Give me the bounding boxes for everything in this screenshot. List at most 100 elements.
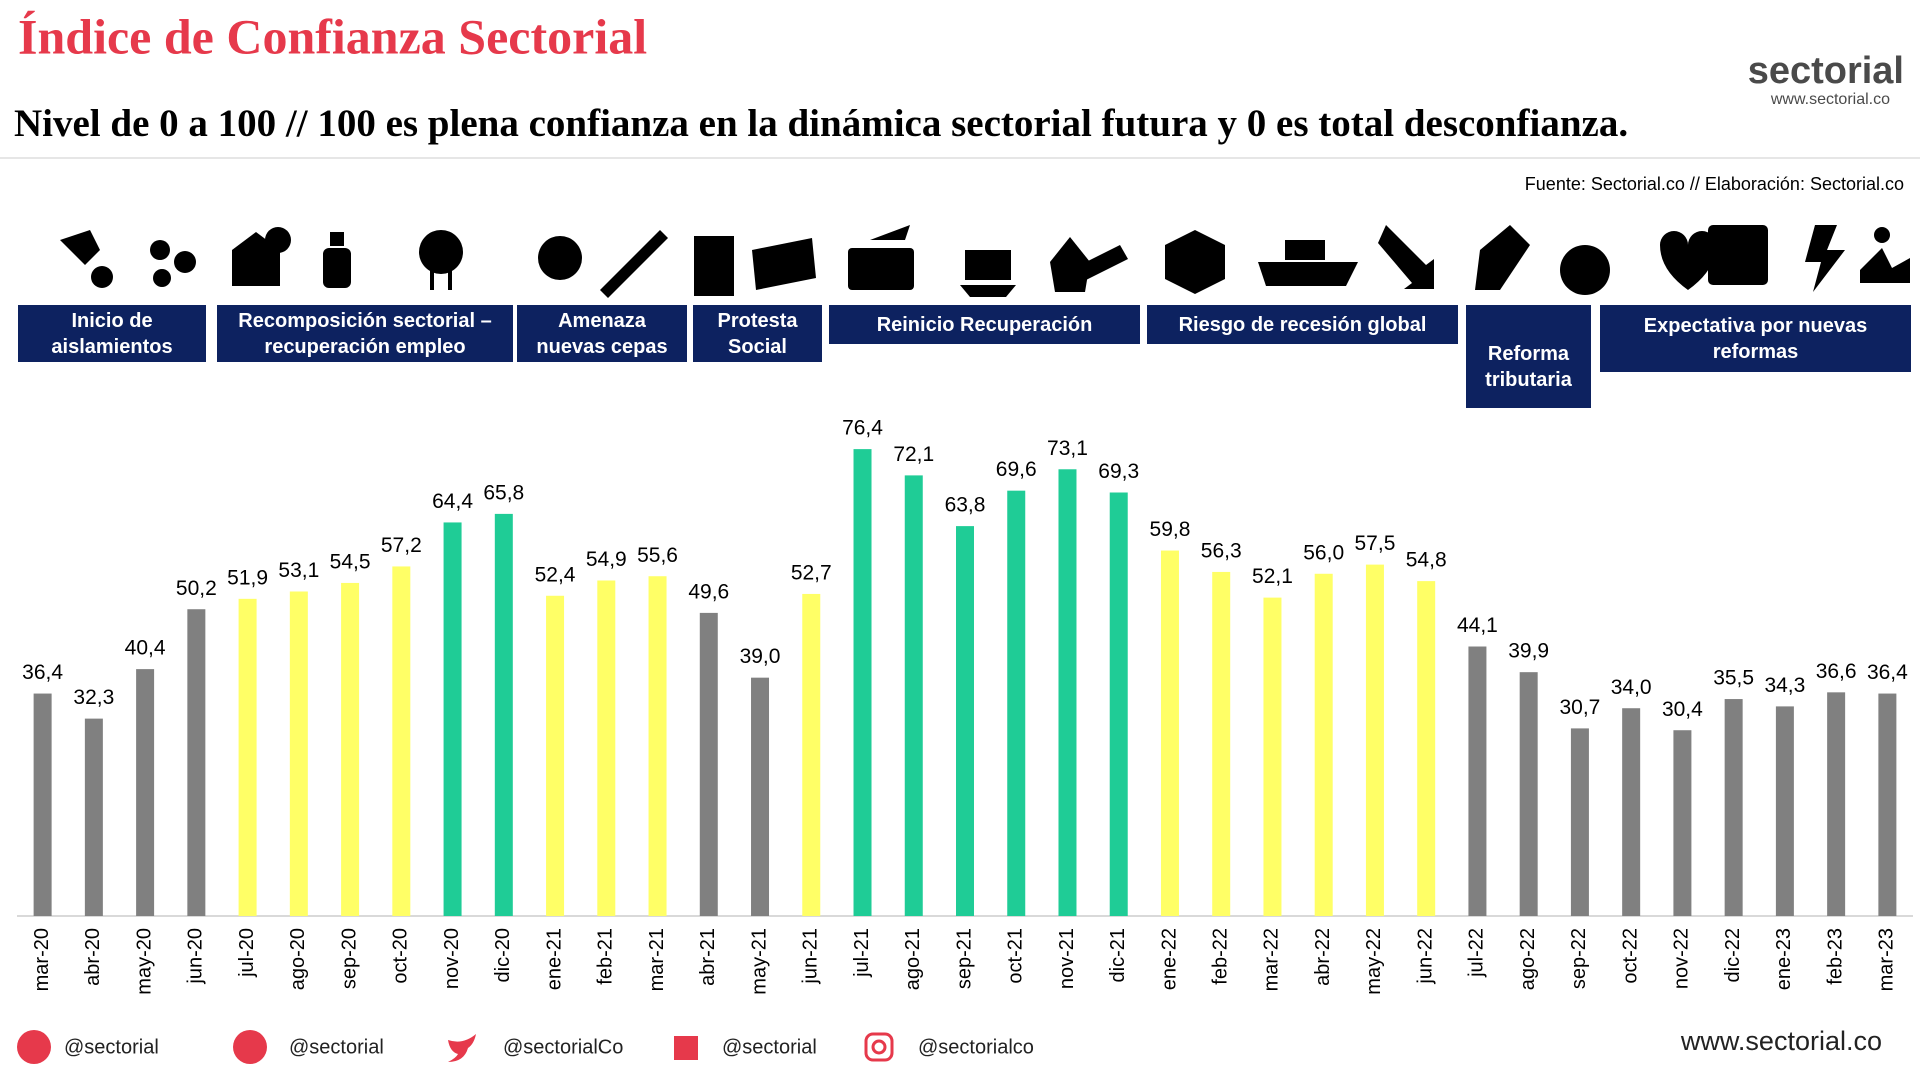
social-handle: @sectorial: [64, 1036, 159, 1058]
x-tick-label: ago-22: [1517, 928, 1539, 990]
bar: [1724, 699, 1743, 916]
bar: [341, 582, 360, 916]
footer: [17, 1030, 894, 1064]
value-label: 49,6: [688, 580, 729, 603]
bar: [1007, 490, 1026, 916]
x-tick-label: ago-20: [287, 928, 309, 990]
x-tick-label: oct-22: [1619, 928, 1641, 984]
x-tick-label: ene-22: [1158, 928, 1180, 990]
event-banner: Riesgo de recesión global: [1147, 305, 1458, 344]
bar: [1570, 728, 1589, 916]
bar: [1622, 708, 1641, 916]
value-label: 32,3: [73, 686, 114, 709]
bar: [238, 598, 257, 916]
x-tick-label: jul-20: [236, 928, 258, 978]
bar: [802, 593, 821, 916]
value-label: 36,4: [22, 661, 63, 684]
event-banner: Amenaza nuevas cepas: [517, 305, 687, 362]
bar: [443, 522, 462, 916]
x-tick-label: dic-21: [1107, 928, 1129, 982]
x-tick-label: jun-20: [185, 928, 207, 985]
value-label: 59,8: [1150, 518, 1191, 541]
bar: [1365, 564, 1384, 916]
bar: [853, 449, 872, 916]
bar: [956, 526, 974, 916]
x-tick-label: dic-20: [492, 928, 514, 982]
bar: [289, 591, 308, 916]
value-label: 53,1: [278, 559, 319, 582]
value-label: 54,5: [330, 550, 371, 573]
value-label: 39,0: [740, 645, 781, 668]
value-label: 73,1: [1047, 437, 1088, 460]
value-label: 39,9: [1508, 640, 1549, 663]
title: Índice de Confianza Sectorial: [18, 8, 647, 64]
x-tick-label: jun-21: [800, 928, 822, 985]
value-label: 63,8: [945, 494, 986, 517]
value-label: 69,3: [1098, 460, 1139, 483]
bar: [1775, 706, 1794, 916]
x-tick-label: abr-21: [697, 928, 719, 986]
x-tick-label: oct-21: [1005, 928, 1027, 984]
event-banner: Inicio de aislamientos: [18, 305, 206, 362]
value-label: 36,4: [1867, 661, 1908, 684]
x-tick-label: feb-21: [595, 928, 617, 985]
bar: [1468, 646, 1487, 916]
source: Fuente: Sectorial.co // Elaboración: Sec…: [1525, 174, 1904, 194]
x-tick-label: nov-21: [1056, 928, 1078, 989]
value-label: 54,8: [1406, 549, 1447, 572]
x-tick-label: feb-23: [1824, 928, 1846, 985]
x-tick-label: sep-21: [953, 928, 975, 989]
value-label: 54,9: [586, 548, 627, 571]
logo: sectorial: [1748, 50, 1904, 92]
value-label: 55,6: [637, 544, 678, 567]
bar: [648, 576, 667, 916]
value-label: 50,2: [176, 577, 217, 600]
bar: [699, 612, 718, 916]
x-tick-label: nov-20: [441, 928, 463, 989]
x-tick-label: abr-22: [1312, 928, 1334, 986]
website: www.sectorial.co: [1680, 1026, 1882, 1056]
value-label: 34,0: [1611, 676, 1652, 699]
value-label: 69,6: [996, 458, 1037, 481]
icons: [60, 225, 1910, 298]
social-handle: @sectorial: [722, 1036, 817, 1058]
value-label: 72,1: [893, 443, 934, 466]
social-handle: @sectorial: [289, 1036, 384, 1058]
x-tick-label: mar-20: [31, 928, 53, 991]
bar: [1827, 692, 1846, 916]
event-banner: Recomposición sectorial – recuperación e…: [217, 305, 513, 362]
x-tick-label: mar-21: [646, 928, 668, 991]
value-label: 40,4: [125, 637, 166, 660]
bar: [1109, 492, 1128, 916]
x-tick-label: abr-20: [82, 928, 104, 986]
value-label: 76,4: [842, 417, 883, 440]
value-label: 65,8: [483, 481, 524, 504]
bar: [751, 677, 770, 916]
x-tick-label: feb-22: [1209, 928, 1231, 985]
value-label: 51,9: [227, 566, 268, 589]
bar: [546, 595, 565, 916]
value-label: 35,5: [1713, 667, 1754, 690]
x-tick-label: sep-20: [338, 928, 360, 989]
social-handle: @sectorialco: [918, 1036, 1034, 1058]
bar: [1314, 573, 1333, 916]
value-label: 34,3: [1764, 674, 1805, 697]
value-label: 57,5: [1355, 532, 1396, 555]
x-tick-label: oct-20: [390, 928, 412, 984]
bar: [392, 566, 411, 916]
bar: [1417, 581, 1436, 916]
x-tick-label: may-21: [748, 928, 770, 995]
value-label: 52,4: [535, 563, 576, 586]
social-handle: @sectorialCo: [503, 1036, 623, 1058]
bar: [1058, 469, 1077, 916]
x-tick-label: jun-22: [1414, 928, 1436, 985]
value-label: 52,7: [791, 561, 832, 584]
bar: [187, 609, 206, 916]
x-tick-label: may-20: [133, 928, 155, 995]
bar: [1160, 550, 1179, 916]
value-label: 30,7: [1559, 696, 1600, 719]
bar: [904, 475, 923, 916]
subtitle: Nivel de 0 a 100 // 100 es plena confian…: [14, 102, 1628, 145]
value-label: 56,3: [1201, 539, 1242, 562]
x-tick-label: jul-21: [851, 928, 873, 978]
